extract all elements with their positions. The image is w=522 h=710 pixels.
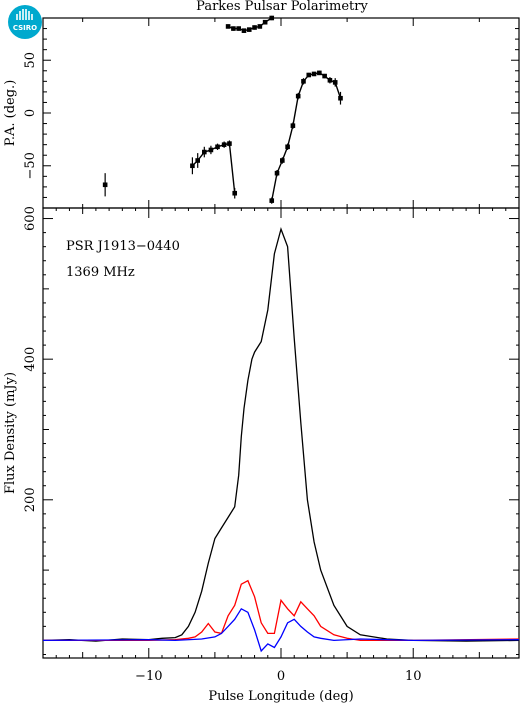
flux-x-tick-label: 10 — [405, 669, 422, 684]
pa-point — [311, 71, 317, 77]
pa-point — [102, 182, 108, 188]
pa-point — [241, 28, 247, 33]
pa-y-tick-label: −50 — [23, 152, 38, 179]
pa-point — [269, 198, 275, 203]
pa-point — [231, 26, 236, 31]
pa-y-tick-label: 0 — [23, 109, 38, 117]
flux-profiles — [42, 226, 520, 653]
pa-point — [221, 142, 227, 147]
pa-point — [208, 147, 214, 153]
pa-point — [338, 95, 343, 101]
pa-point — [317, 70, 322, 76]
pa-point — [285, 144, 290, 150]
pa-point — [215, 144, 220, 150]
pa-point — [246, 27, 252, 32]
pa-point — [257, 24, 263, 29]
flux-axis-ticks: −10 0 10 200 400 600 — [23, 206, 520, 684]
pa-point — [332, 80, 338, 85]
csiro-logo: CSIRO — [8, 5, 42, 39]
pa-point — [327, 77, 333, 83]
pa-point — [295, 93, 301, 99]
circular-polarization-line — [42, 607, 520, 653]
pa-connecting-line — [271, 72, 342, 201]
flux-y-tick-label: 400 — [23, 347, 38, 372]
x-axis-label: Pulse Longitude (deg) — [208, 689, 353, 704]
flux-axis-label: Flux Density (mJy) — [3, 372, 18, 494]
logo-text: CSIRO — [13, 24, 37, 32]
linear-polarization-line — [43, 579, 520, 642]
total-intensity-line — [42, 226, 520, 642]
pa-point — [190, 163, 195, 169]
pa-point — [225, 24, 231, 29]
pa-point — [252, 25, 257, 30]
pa-point — [195, 158, 200, 163]
pa-point — [274, 170, 280, 176]
pa-point — [236, 26, 241, 31]
flux-x-tick-label: −10 — [135, 669, 162, 684]
pa-axis-label: P.A. (deg.) — [3, 80, 18, 147]
flux-y-tick-label: 600 — [23, 206, 38, 231]
pa-point — [269, 15, 275, 21]
pa-axis-ticks: −50 0 50 — [23, 18, 519, 208]
pa-panel-frame — [42, 17, 520, 209]
pa-point — [306, 72, 312, 78]
frequency-label: 1369 MHz — [66, 265, 135, 280]
pa-point — [227, 141, 232, 146]
logo-bars-icon — [16, 9, 33, 20]
pa-connecting-line — [191, 142, 236, 194]
pa-point — [262, 19, 268, 25]
pulsar-name: PSR J1913−0440 — [66, 239, 180, 254]
pa-point — [232, 190, 238, 196]
pa-point — [290, 123, 296, 128]
pa-data — [102, 15, 343, 204]
flux-y-tick-label: 200 — [23, 487, 38, 512]
flux-x-tick-label: 0 — [277, 669, 285, 684]
pa-point — [202, 149, 207, 155]
pa-point — [322, 73, 327, 79]
logo-circle — [8, 5, 42, 39]
pa-y-tick-label: 50 — [23, 52, 38, 69]
pa-point — [301, 79, 306, 84]
chart-title: Parkes Pulsar Polarimetry — [196, 0, 368, 14]
pa-point — [280, 158, 285, 163]
